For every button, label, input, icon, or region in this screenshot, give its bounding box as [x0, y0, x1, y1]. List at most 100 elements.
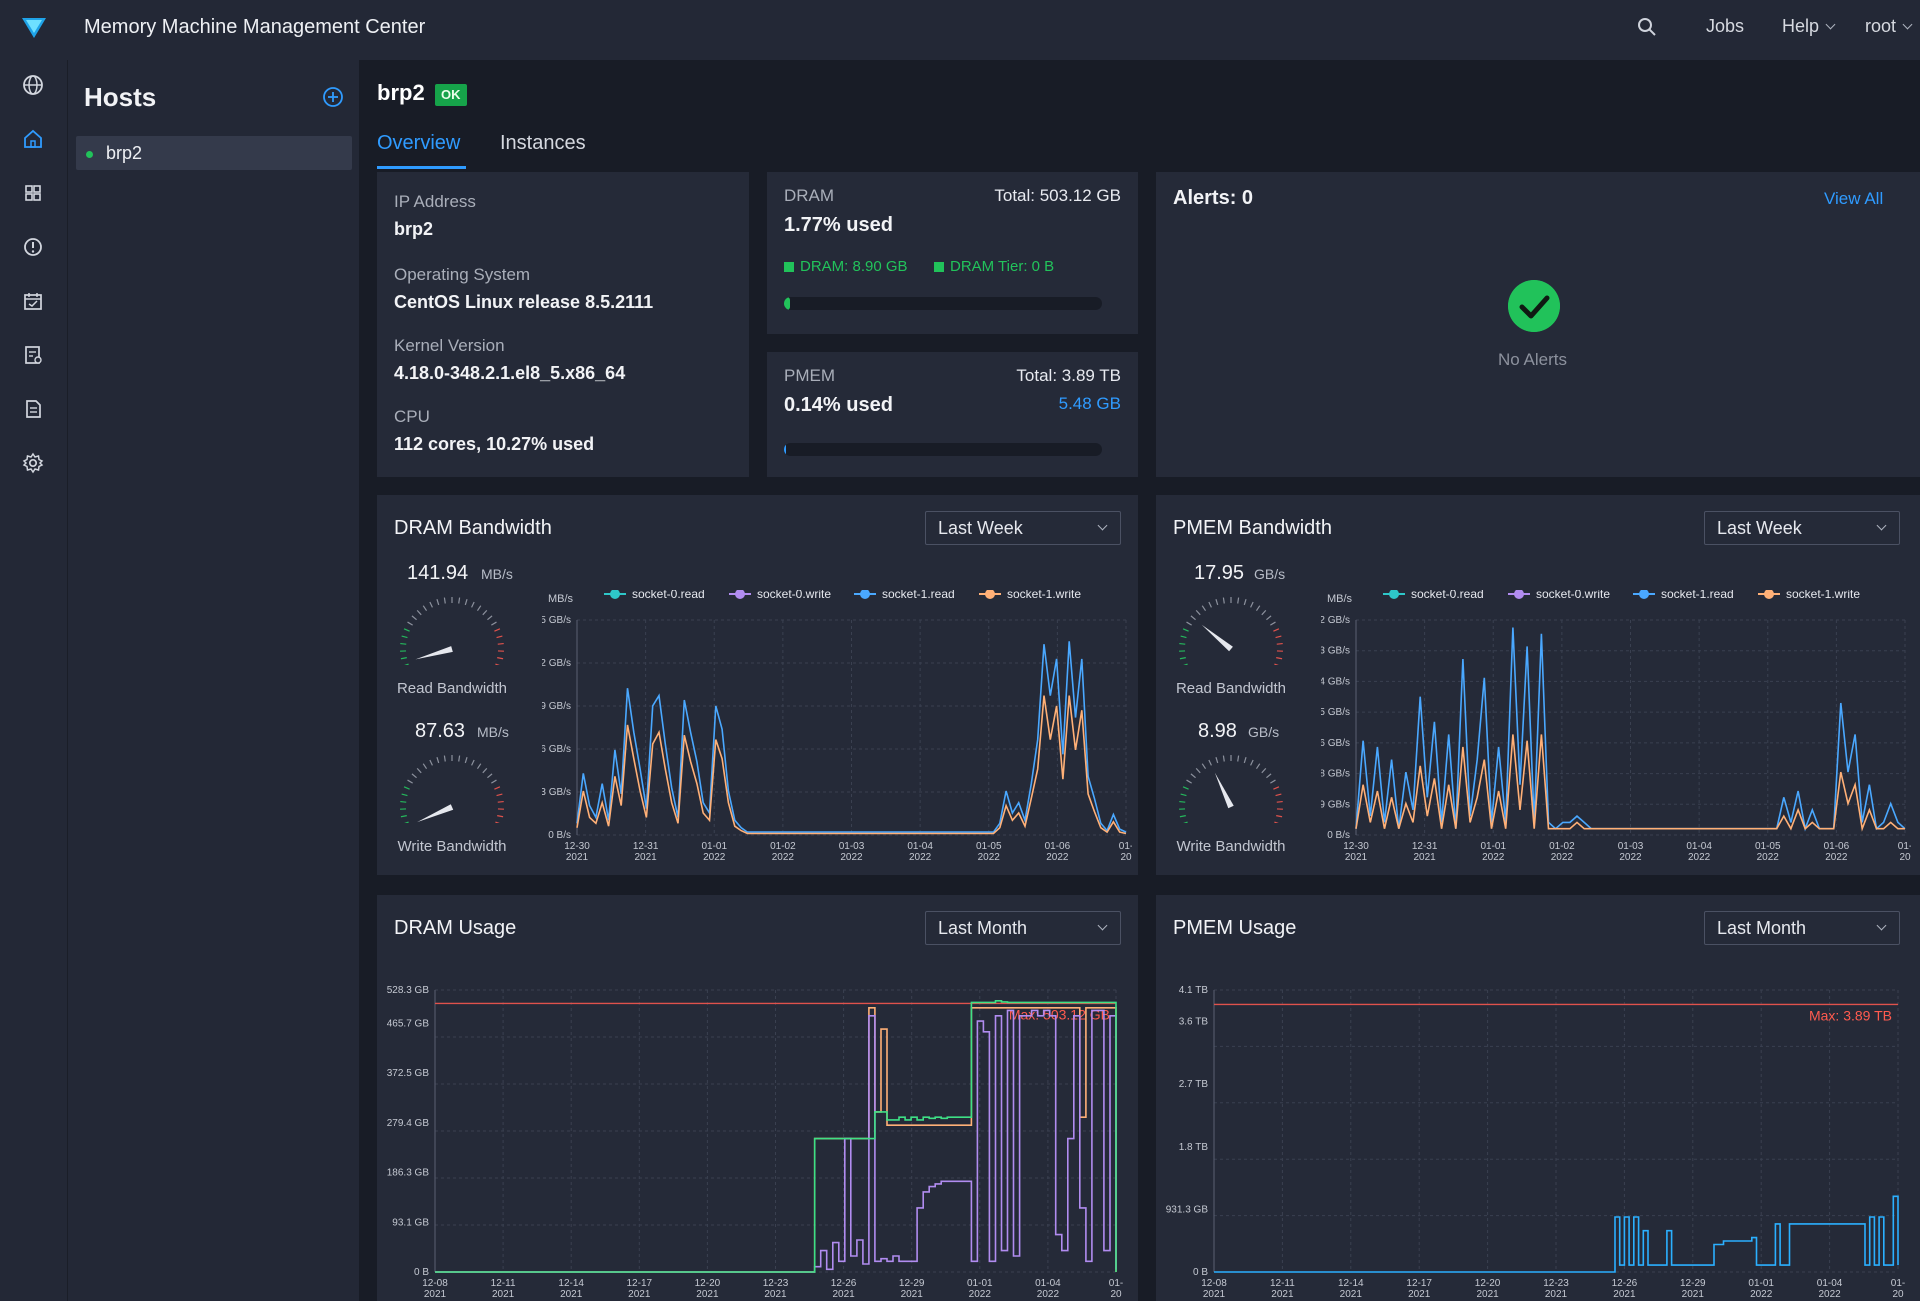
x-tick-label: 2021 — [1476, 1289, 1499, 1300]
x-tick-label: 12-30 — [564, 841, 590, 852]
x-tick-label: 20 — [1899, 852, 1911, 863]
tab-instances[interactable]: Instances — [500, 132, 586, 154]
gauge-tick — [1274, 821, 1279, 823]
gauge-pointer — [1201, 624, 1233, 652]
legend-label[interactable]: socket-1.read — [882, 590, 955, 601]
selected-range: Last Week — [938, 518, 1023, 538]
x-tick-label: 12-26 — [831, 1278, 857, 1289]
help-menu[interactable]: Help — [1782, 16, 1836, 37]
read-bandwidth-label: Read Bandwidth — [1175, 680, 1287, 697]
pmem-used: 0.14% used — [784, 394, 893, 416]
task-icon[interactable] — [20, 342, 46, 368]
legend-label[interactable]: socket-0.write — [1536, 590, 1610, 601]
legend-label[interactable]: socket-1.write — [1786, 590, 1860, 601]
series-line — [435, 1000, 1117, 1273]
status-badge: OK — [435, 84, 467, 106]
legend-marker[interactable] — [1639, 590, 1649, 599]
write-bandwidth-label: Write Bandwidth — [1176, 838, 1286, 855]
alert-circle-icon[interactable] — [20, 234, 46, 260]
x-tick-label: 01-01 — [1480, 841, 1506, 852]
view-all-link[interactable]: View All — [1824, 189, 1884, 208]
gauge-tick — [1179, 657, 1186, 660]
read-bandwidth-unit: MB/s — [481, 566, 513, 582]
legend-marker[interactable] — [1514, 590, 1524, 599]
dram-bandwidth-title: DRAM Bandwidth — [394, 517, 552, 539]
gauge-tick — [491, 779, 497, 784]
home-icon[interactable] — [20, 126, 46, 152]
y-tick-label: 29.3 GB/s — [1321, 646, 1350, 657]
legend-marker[interactable] — [1764, 590, 1774, 599]
x-tick-label: 12-29 — [899, 1278, 925, 1289]
y-tick-label: 34.2 GB/s — [1321, 615, 1350, 626]
x-tick-label: 2021 — [1414, 852, 1437, 863]
user-menu[interactable]: root — [1865, 16, 1913, 37]
gauge-tick — [487, 615, 493, 621]
gauge-tick — [471, 601, 475, 608]
x-tick-label: 2021 — [1408, 1289, 1431, 1300]
gauge-tick — [1222, 597, 1225, 604]
legend-swatch — [934, 262, 944, 272]
search-icon[interactable] — [1636, 16, 1658, 38]
gauge-tick — [1250, 601, 1254, 608]
series-line — [576, 641, 1127, 833]
gauge-tick — [1276, 657, 1283, 660]
legend-marker[interactable] — [985, 590, 995, 599]
top-bar: Memory Machine Management Center Jobs He… — [0, 0, 1920, 60]
jobs-link[interactable]: Jobs — [1706, 16, 1745, 36]
gauge-tick — [496, 793, 503, 797]
legend-label[interactable]: socket-0.write — [757, 590, 831, 601]
host-item-brp2[interactable]: brp2 — [76, 136, 352, 170]
gauge-tick — [1275, 635, 1282, 639]
gauge-tick — [1261, 767, 1267, 774]
x-tick-label: 2021 — [1545, 1289, 1568, 1300]
read-bandwidth-value: 141.94 — [407, 562, 469, 584]
legend-label[interactable]: socket-1.read — [1661, 590, 1734, 601]
pmem-usage-range-select[interactable]: Last Month — [1704, 911, 1900, 945]
gauge-tick — [482, 767, 488, 774]
pmem-summary-panel: PMEM Total: 3.89 TB 0.14% used 5.48 GB — [767, 352, 1138, 477]
calendar-icon[interactable] — [20, 288, 46, 314]
globe-icon[interactable] — [20, 72, 46, 98]
y-tick-label: 14.6 GB/s — [1321, 738, 1350, 749]
host-label: brp2 — [106, 143, 143, 163]
x-tick-label: 12-14 — [1338, 1278, 1364, 1289]
write-bandwidth-value: 8.98 — [1198, 720, 1237, 742]
gauge-tick — [1275, 793, 1282, 797]
x-tick-label: 12-31 — [1412, 841, 1438, 852]
gauge-pointer — [1214, 772, 1234, 809]
gear-icon[interactable] — [20, 450, 46, 476]
gauge-tick — [464, 757, 468, 764]
x-tick-label: 2021 — [901, 1289, 924, 1300]
gauge-tick — [416, 609, 422, 616]
gauge-tick — [471, 759, 475, 766]
gauge-tick — [1179, 642, 1186, 645]
legend-marker[interactable] — [735, 590, 745, 599]
y-tick-label: 117.2 GB/s — [542, 658, 571, 669]
legend-marker[interactable] — [860, 590, 870, 599]
os-label: Operating System — [394, 265, 531, 284]
dram-summary-panel: DRAM Total: 503.12 GB 1.77% used DRAM: 8… — [767, 172, 1138, 334]
y-tick-label: 0 B — [414, 1267, 429, 1278]
dram-bandwidth-range-select[interactable]: Last Week — [925, 511, 1121, 545]
pmem-bandwidth-range-select[interactable]: Last Week — [1704, 511, 1900, 545]
add-host-icon[interactable] — [322, 86, 344, 108]
series-line — [1355, 734, 1905, 832]
legend-label[interactable]: socket-1.write — [1007, 590, 1081, 601]
x-tick-label: 2022 — [978, 852, 1001, 863]
legend-marker[interactable] — [1389, 590, 1399, 599]
gauge-tick — [1276, 642, 1283, 645]
document-icon[interactable] — [20, 396, 46, 422]
x-tick-label: 12-11 — [491, 1278, 516, 1289]
write-bandwidth-value: 87.63 — [415, 720, 466, 742]
legend-marker[interactable] — [610, 590, 620, 599]
logo-icon[interactable] — [20, 14, 48, 42]
os-value: CentOS Linux release 8.5.2111 — [394, 292, 654, 312]
grid-icon[interactable] — [20, 180, 46, 206]
dram-tier-legend: DRAM Tier: 0 B — [950, 258, 1055, 275]
gauge-tick — [411, 615, 417, 621]
tab-overview[interactable]: Overview — [377, 132, 461, 154]
legend-label[interactable]: socket-0.read — [1411, 590, 1484, 601]
pmem-bandwidth-title: PMEM Bandwidth — [1173, 517, 1332, 539]
dram-usage-range-select[interactable]: Last Month — [925, 911, 1121, 945]
legend-label[interactable]: socket-0.read — [632, 590, 705, 601]
